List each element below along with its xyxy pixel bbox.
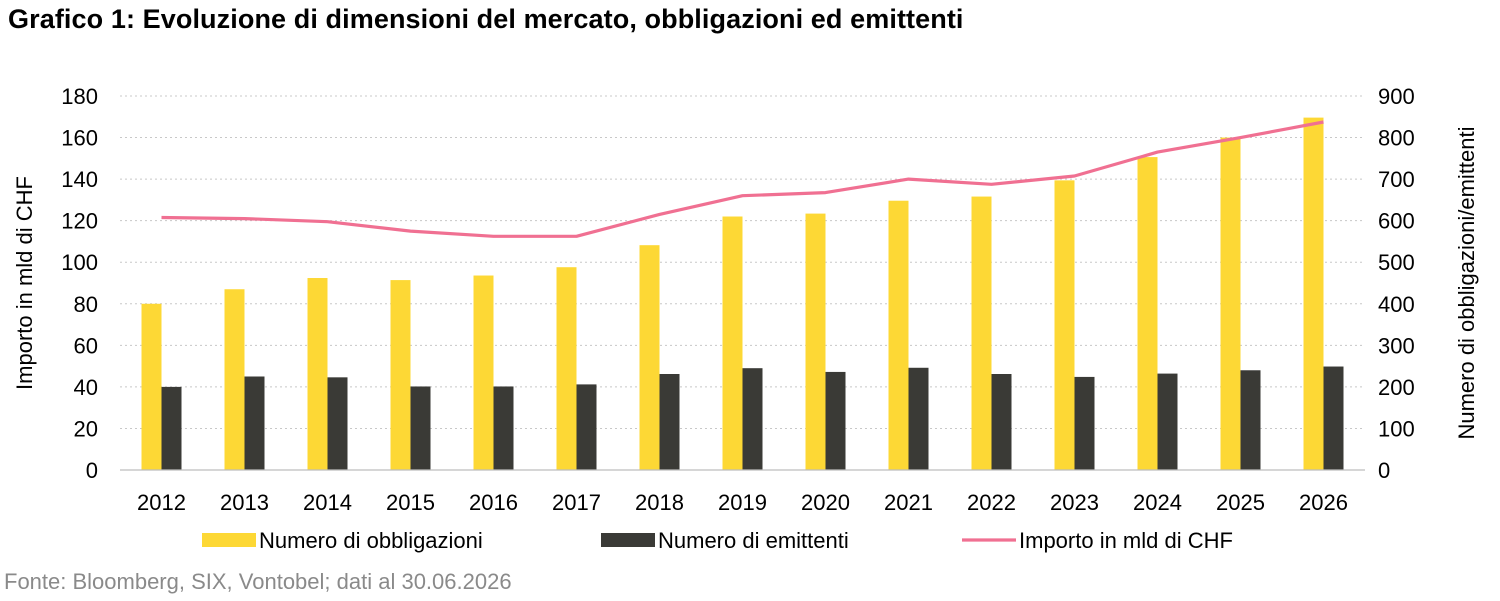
bar-numero-obbligazioni [1054,180,1075,470]
bar-numero-obbligazioni [722,216,743,470]
bar-numero-emittenti [1074,376,1095,470]
x-tick-label: 2022 [967,490,1016,515]
bar-numero-emittenti [1323,366,1344,470]
chart: 0 20 40 60 80 100 120 140 160 180 0 100 200 300 400 500… [12,84,1479,553]
y-right-tick-label: 600 [1378,209,1415,234]
y-left-tick-label: 0 [86,458,98,483]
y-right-tick-label: 0 [1378,458,1390,483]
y-left-tick-label: 120 [61,209,98,234]
y-left-tick-label: 20 [74,416,98,441]
bar-numero-obbligazioni [971,196,992,470]
source-note: Fonte: Bloomberg, SIX, Vontobel; dati al… [4,569,512,594]
bar-numero-emittenti [244,376,265,470]
y-left-tick-label: 160 [61,126,98,151]
x-tick-label: 2026 [1299,490,1348,515]
bar-numero-obbligazioni [224,289,245,470]
y-right-tick-label: 700 [1378,167,1415,192]
bar-numero-emittenti [410,386,431,470]
legend-item-obbligazioni: Numero di obbligazioni [202,528,483,553]
legend-item-emittenti: Numero di emittenti [601,528,849,553]
bar-numero-emittenti [161,386,182,470]
x-tick-label: 2013 [220,490,269,515]
x-tick-label: 2017 [552,490,601,515]
legend-item-importo: Importo in mld di CHF [962,528,1233,553]
legend-label: Numero di obbligazioni [259,528,483,553]
x-tick-label: 2023 [1050,490,1099,515]
legend-label: Numero di emittenti [658,528,849,553]
y-right-tick-label: 400 [1378,292,1415,317]
bar-numero-obbligazioni [888,200,909,470]
legend: Numero di obbligazioni Numero di emittent… [202,528,1233,553]
bar-numero-emittenti [1240,370,1261,470]
bar-numero-obbligazioni [556,267,577,470]
y-left-tick-label: 60 [74,333,98,358]
bar-numero-emittenti [327,377,348,470]
x-tick-label: 2014 [303,490,352,515]
bar-numero-emittenti [659,374,680,470]
y-right-tick-label: 200 [1378,375,1415,400]
x-tick-label: 2025 [1216,490,1265,515]
legend-label: Importo in mld di CHF [1019,528,1233,553]
y-right-tick-label: 500 [1378,250,1415,275]
y-left-tick-label: 40 [74,375,98,400]
y-left-tick-label: 180 [61,84,98,109]
x-tick-label: 2019 [718,490,767,515]
bar-numero-obbligazioni [805,213,826,470]
bar-numero-emittenti [991,374,1012,470]
y-left-tick-label: 100 [61,250,98,275]
x-tick-label: 2012 [137,490,186,515]
y-right-tick-label: 300 [1378,333,1415,358]
bar-numero-obbligazioni [307,278,328,470]
bar-numero-obbligazioni [1137,157,1158,470]
line-importo [161,120,1324,238]
y-right-tick-label: 900 [1378,84,1415,109]
x-tick-label: 2020 [801,490,850,515]
chart-title: Grafico 1: Evoluzione di dimensioni del … [8,4,964,34]
bar-numero-obbligazioni [1303,117,1324,470]
bar-numero-emittenti [1157,373,1178,470]
bar-numero-obbligazioni [639,245,660,470]
y-left-axis-title: Importo in mld di CHF [12,176,37,390]
legend-swatch [202,533,256,547]
bar-numero-obbligazioni [141,303,162,470]
x-tick-label: 2024 [1133,490,1182,515]
bar-numero-emittenti [742,368,763,470]
y-right-tick-label: 100 [1378,416,1415,441]
x-tick-label: 2021 [884,490,933,515]
bar-numero-emittenti [493,386,514,470]
x-tick-label: 2016 [469,490,518,515]
bar-numero-emittenti [908,367,929,470]
bar-numero-obbligazioni [473,275,494,470]
bar-numero-obbligazioni [390,280,411,470]
bar-numero-obbligazioni [1220,137,1241,471]
axes: 0 20 40 60 80 100 120 140 160 180 0 100 200 300 400 500… [12,84,1479,515]
legend-swatch [601,533,655,547]
line-series [161,120,1324,238]
bar-numero-emittenti [576,384,597,470]
x-tick-label: 2015 [386,490,435,515]
bar-numero-emittenti [825,371,846,470]
x-tick-label: 2018 [635,490,684,515]
y-right-axis-title: Numero di obbligazioni/emittenti [1454,126,1479,439]
y-right-tick-label: 800 [1378,126,1415,151]
y-left-tick-label: 80 [74,292,98,317]
bars [141,117,1344,471]
y-left-tick-label: 140 [61,167,98,192]
